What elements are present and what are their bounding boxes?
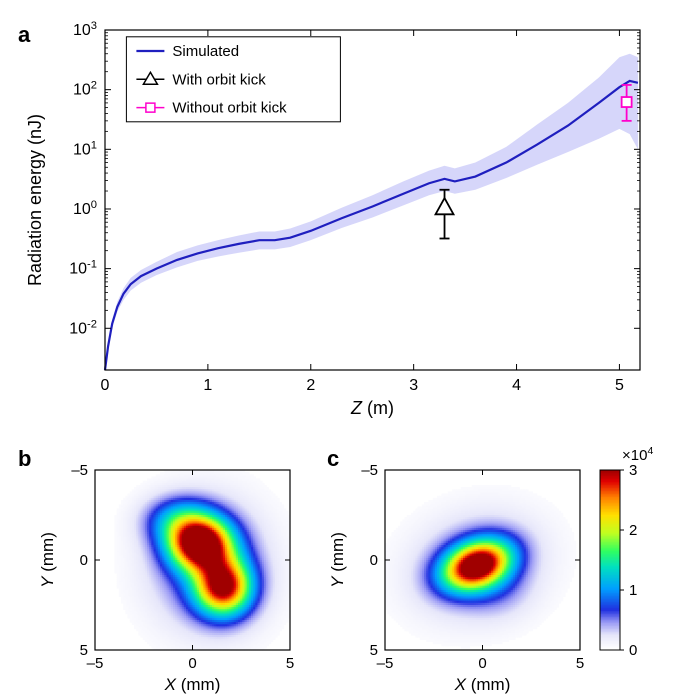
panel-a-xtick: 0 <box>101 377 110 394</box>
panel-a-xtick: 3 <box>409 377 418 394</box>
panel-b-ytick: 5 <box>80 642 88 659</box>
panel-a-xtick: 4 <box>512 377 521 394</box>
panel-b-xtick: –5 <box>87 655 104 672</box>
panel-a-label: a <box>18 22 31 47</box>
panel-a-xlabel: Z (m) <box>350 398 394 418</box>
colorbar-tick: 2 <box>629 522 637 539</box>
panel-a-xtick: 1 <box>203 377 212 394</box>
legend-item-label: Simulated <box>172 43 239 60</box>
panel-a-xtick: 2 <box>306 377 315 394</box>
panel-b-xtick: 0 <box>188 655 196 672</box>
colorbar-tick: 3 <box>629 462 637 479</box>
panel-c-label: c <box>327 446 339 471</box>
panel-c-ylabel: Y (mm) <box>328 532 347 588</box>
panel-b-xtick: 5 <box>286 655 294 672</box>
legend-item-label: Without orbit kick <box>172 100 287 117</box>
panel-c-ytick: 5 <box>370 642 378 659</box>
panel-b-ytick: –5 <box>71 462 88 479</box>
figure-root: a01234510-210-1100101102103Z (m)Radiatio… <box>0 0 685 695</box>
panel-b-xlabel: X (mm) <box>164 675 221 694</box>
panel-b-ytick: 0 <box>80 552 88 569</box>
panel-c-xtick: –5 <box>377 655 394 672</box>
panel-a-ylabel: Radiation energy (nJ) <box>25 114 45 286</box>
panel-c-xtick: 5 <box>576 655 584 672</box>
colorbar-tick: 0 <box>629 642 637 659</box>
panel-a-point-square <box>622 97 632 107</box>
panel-a-xtick: 5 <box>615 377 624 394</box>
panel-b-label: b <box>18 446 31 471</box>
panel-c-ytick: 0 <box>370 552 378 569</box>
legend-square-icon <box>146 103 155 112</box>
legend-item-label: With orbit kick <box>172 71 266 88</box>
panel-c-xlabel: X (mm) <box>454 675 511 694</box>
panel-c-ytick: –5 <box>361 462 378 479</box>
panel-b-ylabel: Y (mm) <box>38 532 57 588</box>
panel-c-xtick: 0 <box>478 655 486 672</box>
figure-svg: a01234510-210-1100101102103Z (m)Radiatio… <box>0 0 685 695</box>
colorbar-tick: 1 <box>629 582 637 599</box>
